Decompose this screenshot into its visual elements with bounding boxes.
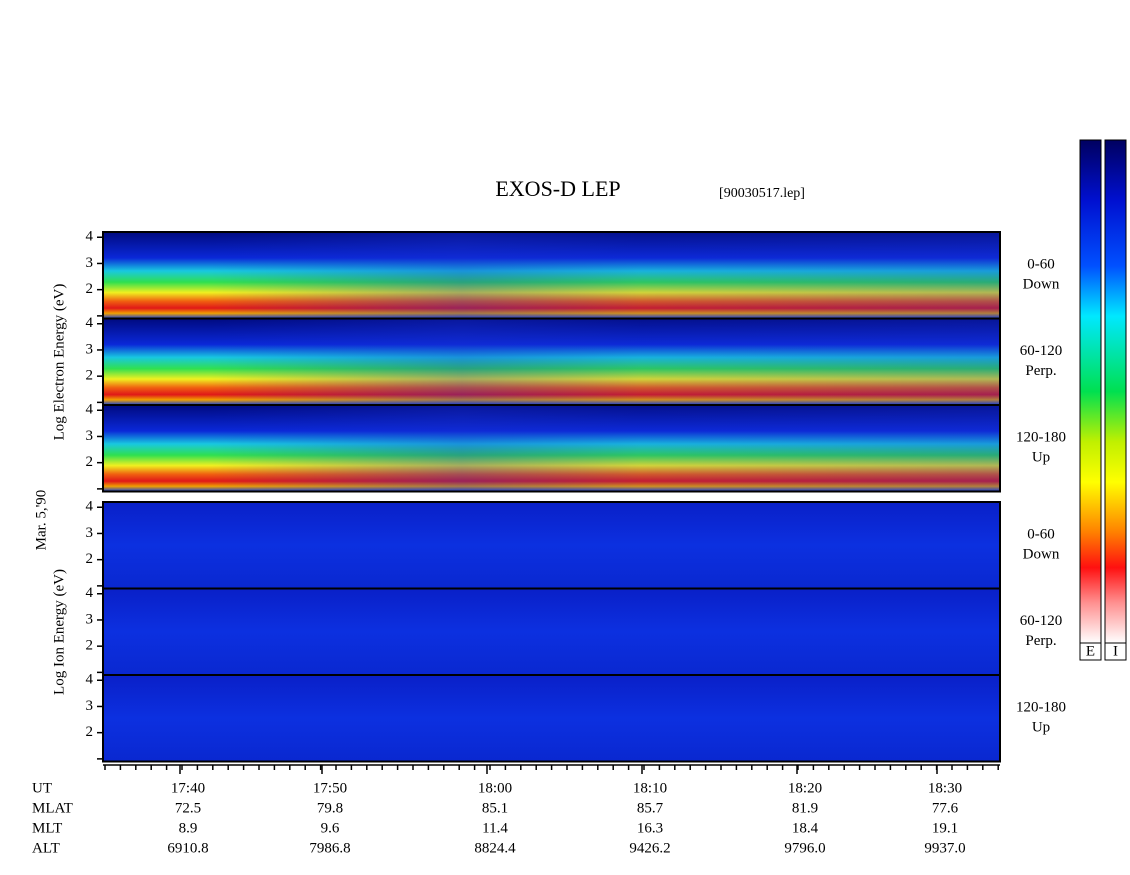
color-bar bbox=[1079, 139, 1102, 644]
row-value: 9937.0 bbox=[924, 840, 965, 856]
spectrogram-shade bbox=[103, 405, 1000, 492]
y-tick-label: 3 bbox=[86, 525, 94, 541]
row-value: 16.3 bbox=[637, 820, 663, 836]
row-value: 77.6 bbox=[932, 800, 959, 816]
y-tick-label: 3 bbox=[86, 698, 94, 714]
row-value: 9.6 bbox=[321, 820, 340, 836]
row-value: 18:30 bbox=[928, 780, 962, 796]
y-tick-label: 4 bbox=[86, 229, 94, 245]
row-label: MLAT bbox=[32, 800, 73, 816]
panel-frame bbox=[102, 674, 1001, 763]
electron-axis-label: Log Electron Energy (eV) bbox=[51, 284, 67, 441]
spectrogram-shade bbox=[103, 318, 1000, 405]
y-tick-label: 2 bbox=[86, 551, 94, 567]
y-tick-label: 2 bbox=[86, 638, 94, 654]
spectrogram-shade bbox=[103, 232, 1000, 319]
spectrogram bbox=[103, 588, 1000, 675]
y-tick-label: 2 bbox=[86, 724, 94, 740]
row-value: 17:50 bbox=[313, 780, 347, 796]
row-value: 7986.8 bbox=[309, 840, 350, 856]
panel-angle: 120-180 bbox=[1016, 430, 1066, 446]
y-tick-label: 3 bbox=[86, 428, 94, 444]
title: EXOS-D LEP bbox=[495, 176, 620, 201]
y-tick-label: 2 bbox=[86, 281, 94, 297]
ion-axis-label: Log Ion Energy (eV) bbox=[51, 569, 67, 695]
row-value: 81.9 bbox=[792, 800, 818, 816]
panel-direction: Down bbox=[1023, 547, 1060, 563]
row-value: 85.7 bbox=[637, 800, 664, 816]
y-tick-label: 4 bbox=[86, 315, 94, 331]
color-bar-label: I bbox=[1113, 643, 1118, 659]
y-tick-label: 4 bbox=[86, 402, 94, 418]
file-name: [90030517.lep] bbox=[719, 186, 805, 201]
y-tick-label: 4 bbox=[86, 585, 94, 601]
row-value: 19.1 bbox=[932, 820, 958, 836]
row-label: ALT bbox=[32, 840, 60, 856]
row-value: 17:40 bbox=[171, 780, 205, 796]
row-value: 6910.8 bbox=[167, 840, 208, 856]
row-value: 18:00 bbox=[478, 780, 512, 796]
color-bar-label-box bbox=[1079, 642, 1102, 661]
row-value: 18.4 bbox=[792, 820, 819, 836]
y-tick-label: 2 bbox=[86, 454, 94, 470]
panel-angle: 60-120 bbox=[1020, 613, 1063, 629]
row-value: 9426.2 bbox=[629, 840, 670, 856]
panel-angle: 120-180 bbox=[1016, 700, 1066, 716]
panel-direction: Perp. bbox=[1025, 363, 1056, 379]
row-value: 18:20 bbox=[788, 780, 822, 796]
row-value: 8.9 bbox=[179, 820, 198, 836]
spectrogram bbox=[103, 502, 1000, 589]
row-value: 11.4 bbox=[482, 820, 508, 836]
panel-angle: 0-60 bbox=[1027, 257, 1055, 273]
spectrogram bbox=[103, 675, 1000, 762]
panel-direction: Up bbox=[1032, 450, 1050, 466]
row-value: 8824.4 bbox=[474, 840, 516, 856]
y-tick-label: 4 bbox=[86, 672, 94, 688]
panel-frame bbox=[102, 404, 1001, 493]
y-tick-label: 4 bbox=[86, 499, 94, 515]
y-tick-label: 3 bbox=[86, 255, 94, 271]
row-value: 79.8 bbox=[317, 800, 343, 816]
color-bar-label: E bbox=[1086, 643, 1095, 659]
row-value: 72.5 bbox=[175, 800, 201, 816]
color-bar-label-box bbox=[1104, 642, 1127, 661]
row-value: 9796.0 bbox=[784, 840, 825, 856]
row-value: 18:10 bbox=[633, 780, 667, 796]
date: Mar. 5,'90 bbox=[33, 490, 49, 551]
panel-direction: Perp. bbox=[1025, 633, 1056, 649]
panel-angle: 0-60 bbox=[1027, 527, 1055, 543]
panel-direction: Up bbox=[1032, 720, 1050, 736]
y-tick-label: 3 bbox=[86, 341, 94, 357]
row-label: UT bbox=[32, 780, 52, 796]
row-value: 85.1 bbox=[482, 800, 508, 816]
panel-angle: 60-120 bbox=[1020, 343, 1063, 359]
y-tick-label: 2 bbox=[86, 368, 94, 384]
panel-direction: Down bbox=[1023, 277, 1060, 293]
row-label: MLT bbox=[32, 820, 62, 836]
color-bar bbox=[1104, 139, 1127, 644]
y-tick-label: 3 bbox=[86, 611, 94, 627]
